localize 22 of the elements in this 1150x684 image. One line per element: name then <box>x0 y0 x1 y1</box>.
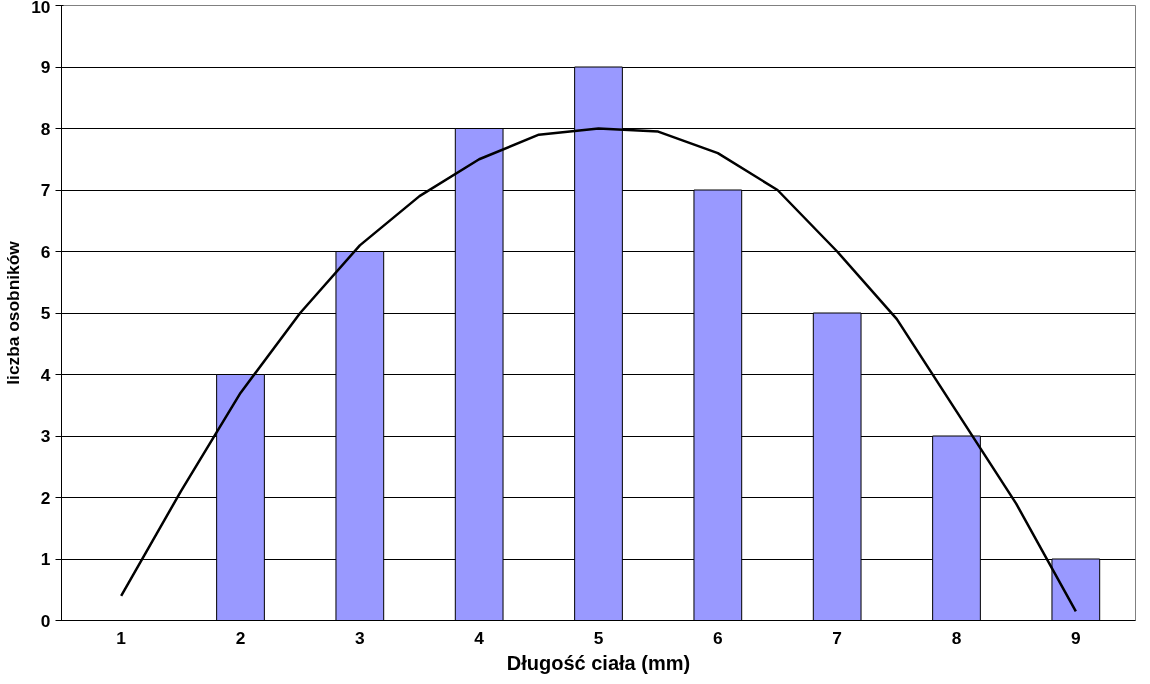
y-tick-label: 0 <box>40 610 51 631</box>
y-tick-label: 2 <box>40 487 51 508</box>
y-tick-label: 7 <box>40 180 51 200</box>
x-tick-label: 5 <box>593 627 604 648</box>
x-tick-label: 3 <box>355 627 366 648</box>
x-axis-title: Długość ciała (mm) <box>506 651 691 674</box>
y-tick-label: 6 <box>40 241 51 262</box>
x-tick-label: 7 <box>832 627 842 648</box>
x-tick-label: 8 <box>951 627 962 648</box>
y-tick-label: 5 <box>40 303 51 323</box>
y-tick-label: 9 <box>40 57 51 77</box>
y-tick-label: 3 <box>40 426 51 446</box>
y-tick-label: 4 <box>40 364 51 385</box>
y-tick-label: 1 <box>40 549 51 569</box>
x-tick-label: 9 <box>1071 627 1081 648</box>
y-axis-title: liczba osobników <box>3 240 24 385</box>
x-tick-label: 6 <box>713 627 724 648</box>
y-tick-label: 8 <box>40 118 51 139</box>
x-tick-label: 2 <box>235 627 246 648</box>
y-tick-label: 10 <box>31 0 51 17</box>
x-tick-label: 4 <box>474 627 485 648</box>
x-tick-label: 1 <box>116 627 127 648</box>
